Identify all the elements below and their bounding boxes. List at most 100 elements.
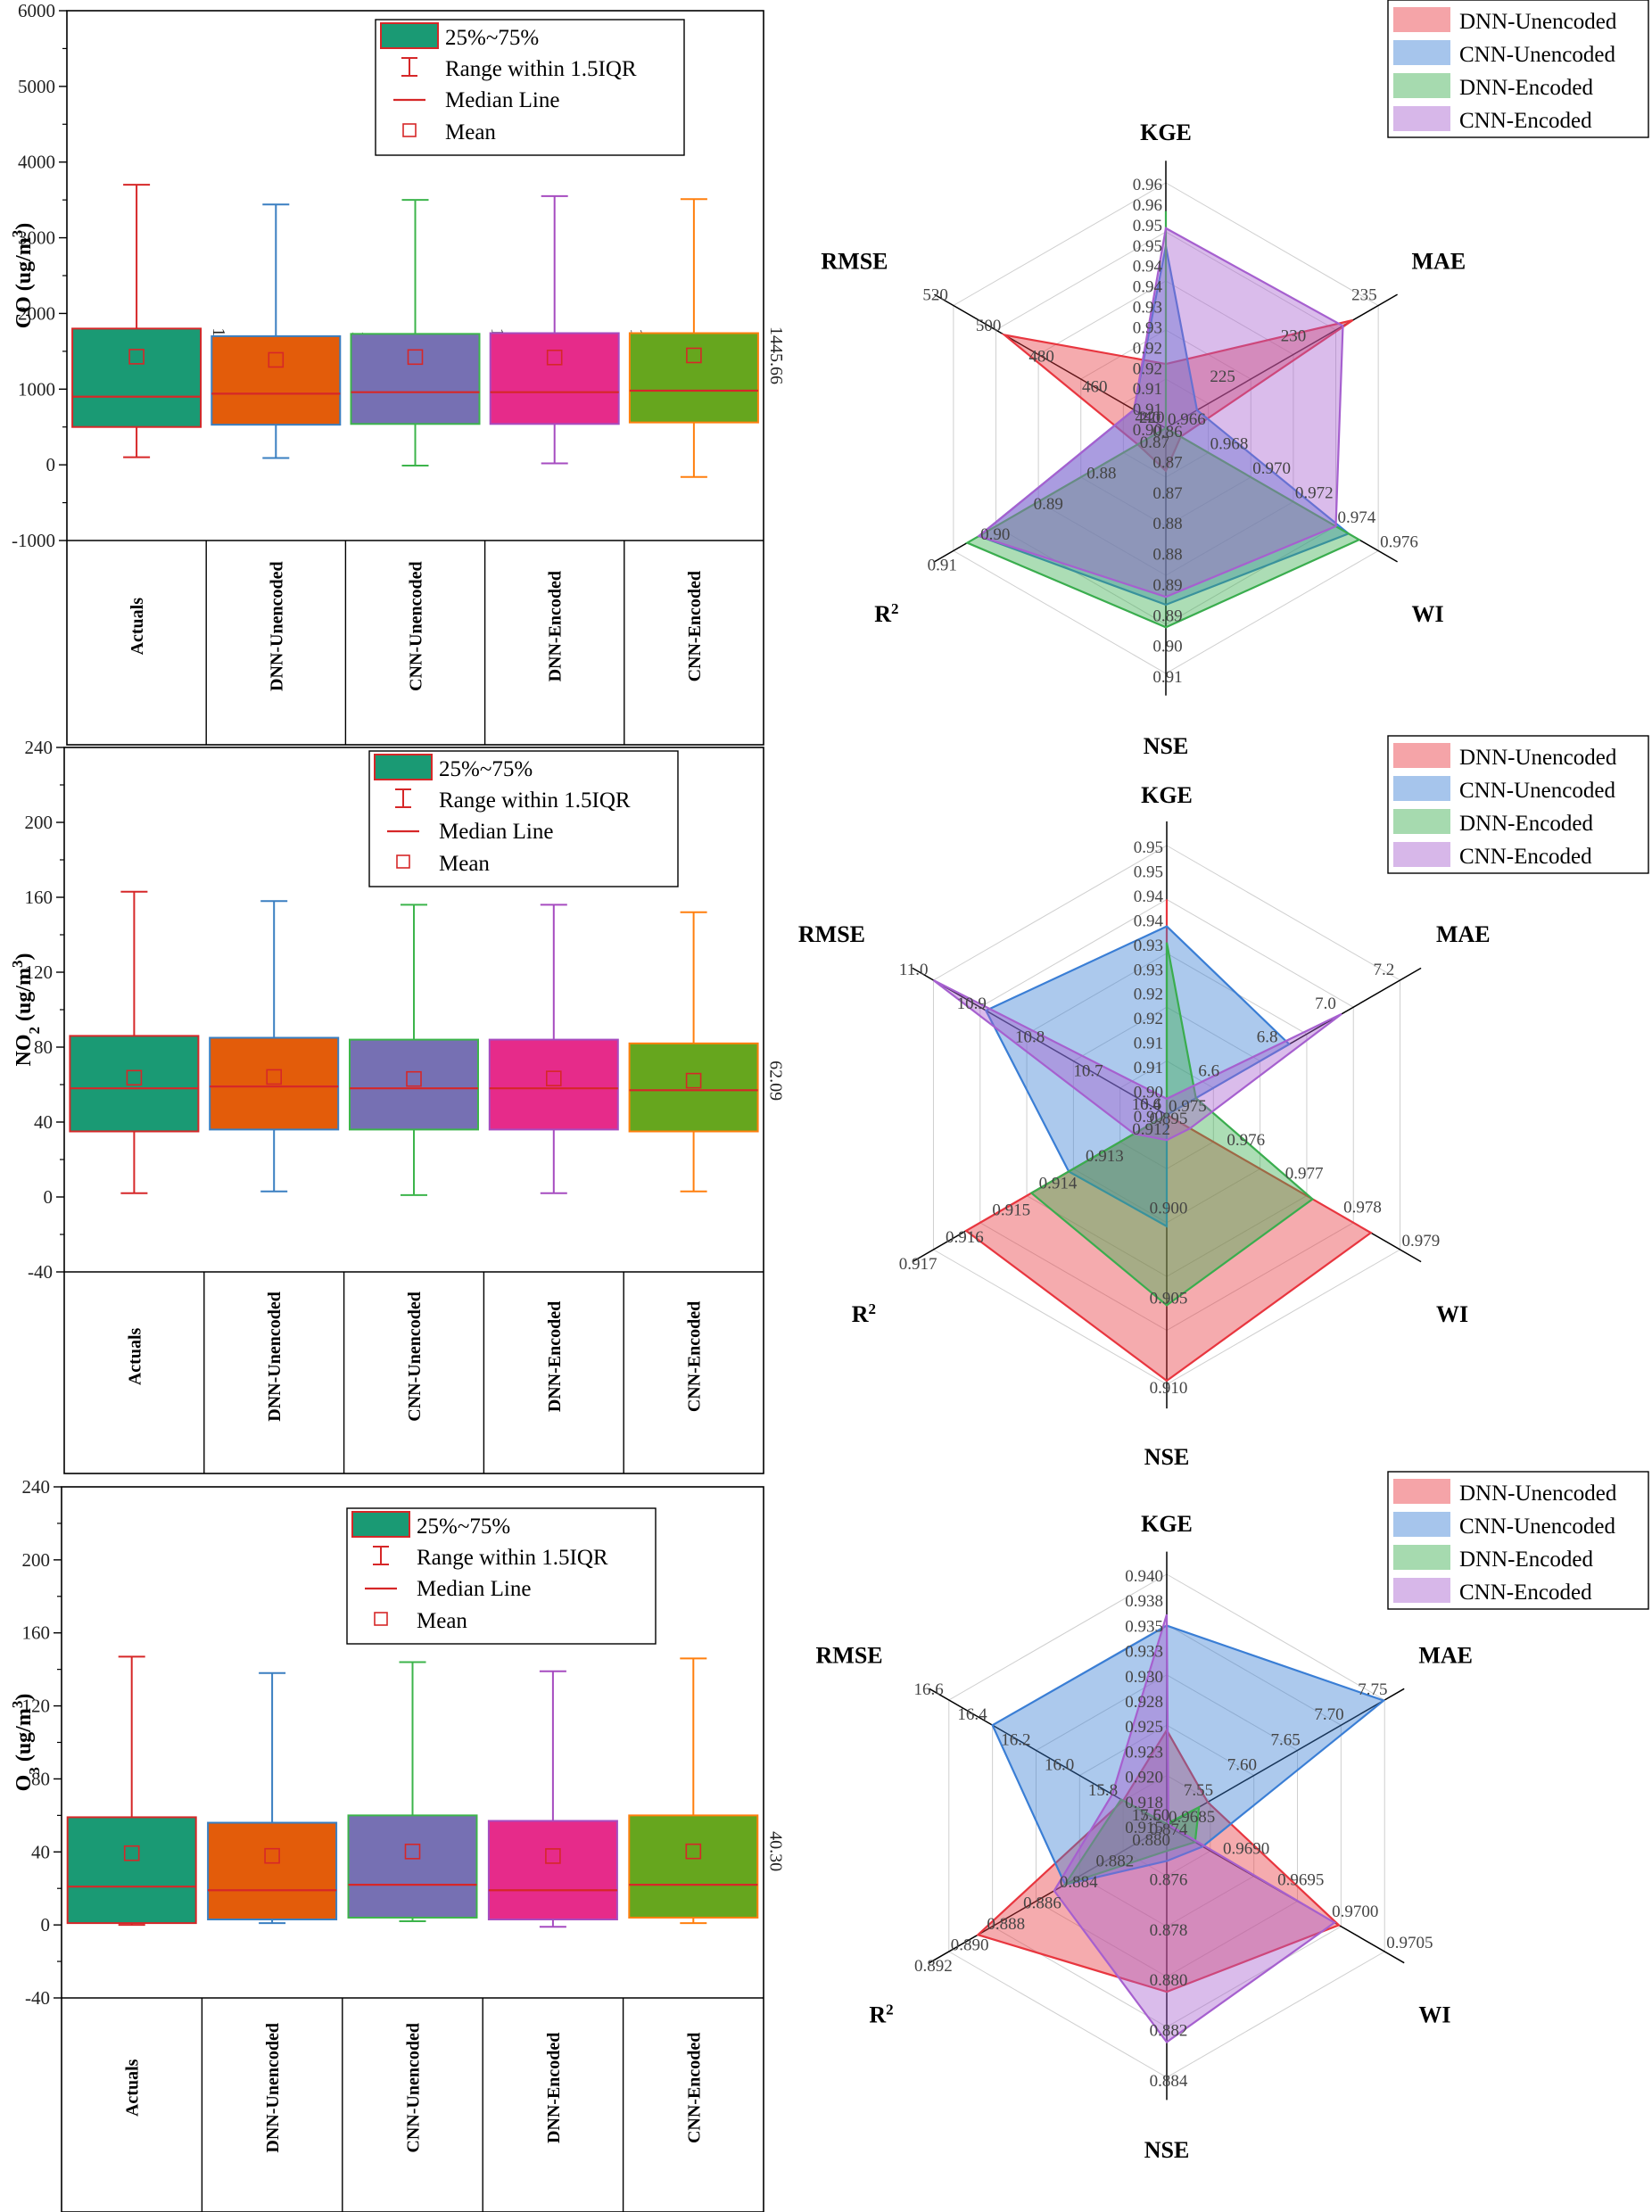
iqr-box xyxy=(349,1038,479,1131)
radar-tick-label: 11.0 xyxy=(899,961,929,979)
legend-mean-label: Mean xyxy=(417,1609,467,1633)
y-axis-label-part: CO xyxy=(12,296,36,328)
radar-tick-label: 220 xyxy=(1139,409,1165,427)
radar-tick-label: 0.92 xyxy=(1133,359,1162,378)
radar-tick-label: 500 xyxy=(976,317,1002,335)
radar-tick-label: 0.89 xyxy=(1152,607,1182,625)
radar-tick-label: 10.8 xyxy=(1015,1028,1045,1047)
y-tick-label: 0 xyxy=(41,1914,51,1936)
radar-panel-2: 0.90 0.90 0.91 0.91 0.92 0.92 0.93 0.93 0.94 0.94… xyxy=(798,735,1649,1470)
radar-legend-label: CNN-Encoded xyxy=(1459,109,1592,133)
radar-tick-label: 0.968 xyxy=(1210,435,1249,454)
y-axis-label-part: 3 xyxy=(9,961,26,969)
radar-metric-sup: 2 xyxy=(869,1300,877,1317)
radar-series-cnn-unencoded xyxy=(991,1624,1386,1886)
radar-tick-label: 0.92 xyxy=(1134,986,1163,1004)
category-label: DNN-Unencoded xyxy=(265,1292,285,1422)
radar-tick-label: 0.90 xyxy=(1134,1084,1163,1102)
legend-box-swatch xyxy=(380,22,439,49)
y-axis-label-part: 3 xyxy=(9,230,26,238)
radar-tick-label: 0.912 xyxy=(1132,1120,1170,1139)
radar-metric-label: WI xyxy=(1412,601,1444,627)
radar-tick-label: 10.7 xyxy=(1073,1061,1103,1080)
y-tick-label: 1000 xyxy=(18,378,55,400)
radar-tick-label: 0.9700 xyxy=(1332,1902,1378,1921)
radar-legend-swatch xyxy=(1393,1545,1450,1570)
category-label: DNN-Unencoded xyxy=(267,561,286,691)
radar-tick-label: 0.970 xyxy=(1252,459,1291,478)
category-label: Actuals xyxy=(123,2059,143,2117)
iqr-box xyxy=(628,332,759,424)
iqr-box xyxy=(66,1816,197,1925)
radar-tick-label: 0.895 xyxy=(1150,1110,1188,1128)
radar-tick-label: 0.93 xyxy=(1133,299,1162,318)
radar-legend-label: DNN-Encoded xyxy=(1459,812,1593,836)
radar-metric-label: MAE xyxy=(1418,1642,1473,1668)
y-tick-label: 40 xyxy=(31,1841,50,1862)
radar-metric-label: KGE xyxy=(1141,1511,1193,1537)
mean-marker xyxy=(546,349,563,366)
radar-legend-label: DNN-Unencoded xyxy=(1459,10,1617,34)
radar-metric-label: KGE xyxy=(1140,120,1192,145)
y-axis-label-part: ) xyxy=(12,953,36,961)
radar-tick-label: 520 xyxy=(922,286,948,305)
radar-tick-label: 15.8 xyxy=(1088,1781,1118,1800)
category-label: CNN-Encoded xyxy=(684,2033,704,2143)
y-axis-label-part: 2 xyxy=(26,1027,43,1035)
radar-tick-label: 0.935 xyxy=(1125,1617,1163,1636)
radar-legend-swatch xyxy=(1393,106,1450,131)
radar-tick-label: 0.9685 xyxy=(1169,1808,1215,1827)
y-axis-label-part: ) xyxy=(12,1694,36,1701)
radar-metric-main: R xyxy=(852,1301,869,1327)
radar-metric-label: RMSE xyxy=(798,921,865,947)
radar-tick-label: 0.92 xyxy=(1133,339,1162,358)
radar-metric-label: MAE xyxy=(1412,248,1466,274)
radar-tick-label: 0.91 xyxy=(1134,1059,1163,1077)
mean-value-label: 62.09 xyxy=(766,1061,786,1101)
radar-tick-label: 0.974 xyxy=(1338,508,1376,527)
radar-legend-frame xyxy=(1387,735,1649,874)
legend-box-swatch xyxy=(351,1511,410,1538)
box-panel-1: -1000 0 1000 2000 3000 4000 5000 6000 CO (ug/m3)… xyxy=(9,0,786,746)
radar-tick-label: 0.89 xyxy=(1034,495,1063,514)
legend-median-label: Median Line xyxy=(439,820,553,844)
radar-tick-label: 15.6 xyxy=(1132,1806,1161,1825)
category-label: CNN-Encoded xyxy=(685,1301,705,1412)
radar-legend-swatch xyxy=(1393,809,1450,834)
radar-tick-label: 6.8 xyxy=(1257,1028,1278,1047)
mean-marker xyxy=(264,1847,280,1864)
radar-tick-label: 10.6 xyxy=(1132,1095,1161,1114)
radar-tick-label: 0.940 xyxy=(1125,1567,1163,1586)
radar-tick-label: 0.978 xyxy=(1343,1198,1382,1217)
legend-mean-icon xyxy=(374,1612,388,1626)
radar-tick-label: 0.94 xyxy=(1133,258,1163,276)
y-axis-label-part: O xyxy=(12,1775,36,1792)
radar-tick-label: 0.878 xyxy=(1150,1921,1188,1940)
radar-tick-label: 0.94 xyxy=(1134,912,1164,930)
radar-metric-main: MAE xyxy=(1436,921,1491,947)
radar-tick-label: 0.930 xyxy=(1125,1668,1163,1687)
radar-series-cnn-encoded xyxy=(932,979,1342,1142)
mean-marker xyxy=(686,347,702,364)
radar-tick-label: 16.6 xyxy=(914,1680,944,1699)
radar-metric-main: NSE xyxy=(1144,733,1189,759)
mean-marker xyxy=(545,1070,562,1086)
y-axis-label-part: NO xyxy=(12,1035,36,1067)
y-axis-label-part: 3 xyxy=(9,1701,26,1709)
radar-metric-main: KGE xyxy=(1141,782,1193,808)
radar-tick-label: 0.91 xyxy=(1133,380,1162,399)
radar-legend-swatch xyxy=(1393,40,1450,65)
y-tick-label: -1000 xyxy=(12,530,55,551)
legend-box-label: 25%~75% xyxy=(417,1515,510,1539)
legend-box-swatch xyxy=(374,754,433,780)
y-tick-label: 200 xyxy=(22,1549,51,1571)
radar-tick-label: 0.94 xyxy=(1133,278,1163,297)
radar-tick-label: 16.2 xyxy=(1001,1730,1030,1749)
radar-tick-label: 0.88 xyxy=(1152,546,1182,565)
mean-marker xyxy=(128,349,145,365)
radar-tick-label: 16.4 xyxy=(957,1705,987,1724)
y-axis-label: O3 (ug/m3) xyxy=(9,1694,43,1792)
radar-series-cnn-unencoded xyxy=(984,925,1292,1228)
radar-tick-label: 0.928 xyxy=(1125,1693,1163,1712)
